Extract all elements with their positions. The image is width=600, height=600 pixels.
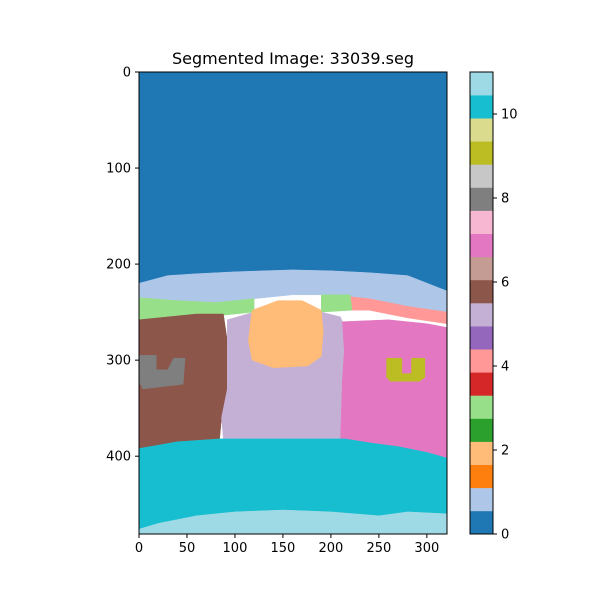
colorbar-tick-label: 10 [501,108,518,123]
colorbar-band [470,95,493,119]
colorbar [470,72,493,535]
colorbar-frame [469,71,494,535]
y-tick-label: 400 [106,450,131,465]
x-tick-label: 250 [366,541,391,556]
y-tick-label: 100 [106,162,131,177]
colorbar-band [470,279,493,304]
colorbar-tick-label: 6 [501,276,509,291]
colorbar-band [470,256,493,281]
colorbar-band [470,141,493,165]
x-tick-label: 200 [318,541,343,556]
colorbar-tick-label: 4 [501,360,509,375]
y-tick-label: 0 [123,66,131,81]
colorbar-ticks: 0 2 4 6 8 10 [493,108,518,543]
x-tick-label: 50 [179,541,196,556]
segment-right-building [340,319,447,459]
x-tick-label: 300 [414,541,439,556]
colorbar-band [470,372,493,396]
colorbar-band [470,303,493,327]
colorbar-band [470,233,493,258]
segmentation-image [139,72,447,534]
x-tick-label: 0 [135,541,143,556]
segment-green-strip-right [321,294,353,313]
colorbar-band [470,210,493,234]
segment-arched-opening [248,300,324,369]
segment-bottom-strip [139,509,447,534]
x-tick-label: 150 [271,541,296,556]
colorbar-band [470,464,493,489]
y-tick-label: 300 [106,354,131,369]
colorbar-band [470,418,493,442]
colorbar-band [470,326,493,350]
y-axis: 0 100 200 300 400 [106,66,139,465]
chart-title: Segmented Image: 33039.seg [172,49,414,68]
colorbar-band [470,164,493,188]
colorbar-band [470,395,493,419]
colorbar-band [470,349,493,373]
colorbar-band [470,510,493,535]
colorbar-band [470,441,493,465]
plot-frame [138,71,448,535]
colorbar-band [470,187,493,211]
colorbar-tick-label: 8 [501,192,509,207]
x-axis: 0 50 100 150 200 250 300 [135,534,439,556]
colorbar-tick-label: 0 [501,528,509,543]
colorbar-tick-label: 2 [501,444,509,459]
colorbar-band [470,118,493,142]
colorbar-band [470,487,493,512]
segment-sky [139,72,447,292]
colorbar-band [470,72,493,96]
segment-right-window [386,357,426,382]
y-tick-label: 200 [106,258,131,273]
x-tick-label: 100 [223,541,248,556]
segment-left-window [139,355,186,390]
